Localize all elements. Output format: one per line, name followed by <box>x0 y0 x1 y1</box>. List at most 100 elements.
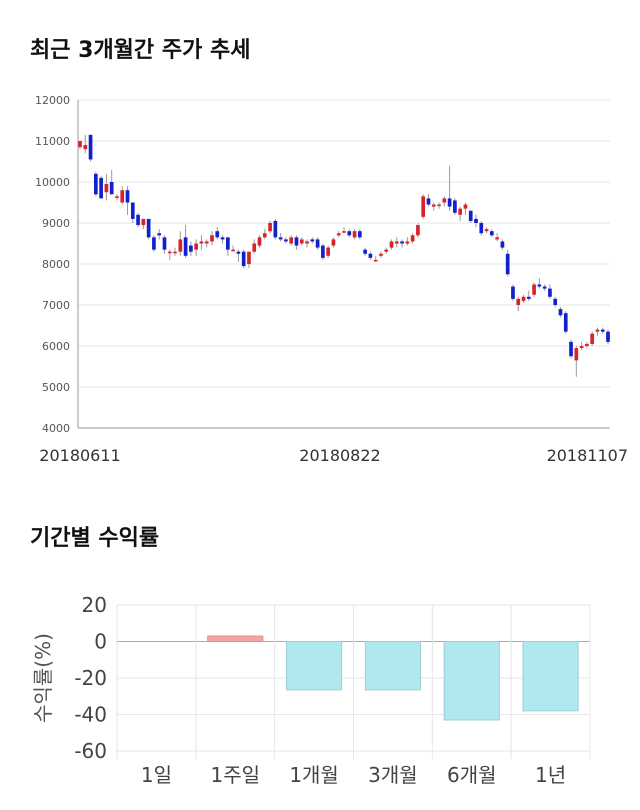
candle-body <box>252 243 257 252</box>
candle-body <box>373 259 378 262</box>
candle-body <box>189 245 193 252</box>
candle-body <box>273 220 278 238</box>
candle-body <box>474 218 478 223</box>
candle-body <box>178 239 183 252</box>
candle-body <box>410 235 415 242</box>
candle-body <box>262 233 267 238</box>
y-tick-label: 6000 <box>42 340 70 353</box>
candle-body <box>342 231 346 233</box>
price-trend-heading: 최근 3개월간 주가 추세 <box>30 38 251 63</box>
candle-body <box>141 218 146 226</box>
y-tick-label: 4000 <box>42 422 70 435</box>
candle-body <box>199 241 204 244</box>
x-tick-label: 1년 <box>535 763 566 787</box>
candle-body <box>585 343 589 346</box>
candle-body <box>278 237 283 240</box>
candle-body <box>606 331 610 342</box>
candle-body <box>489 231 494 236</box>
y-tick-label: 20 <box>82 593 107 617</box>
x-tick-label: 1일 <box>141 763 172 787</box>
candle-body <box>357 231 362 238</box>
candle-body <box>468 210 473 221</box>
candle-body <box>537 284 542 287</box>
candle-body <box>167 251 172 254</box>
candle-body <box>463 204 468 209</box>
return-bar <box>207 635 264 643</box>
candle-body <box>595 329 600 332</box>
candle-body <box>511 286 515 299</box>
candle-body <box>574 348 579 361</box>
candlestick-chart: 12000 11000 10000 9000 8000 7000 6000 5000 4000 2… <box>35 94 628 465</box>
y-tick-label: 10000 <box>35 176 70 189</box>
candle-body <box>553 298 558 305</box>
y-axis-label: 수익률(%) <box>31 633 55 723</box>
candle-body <box>152 237 156 250</box>
candle-body <box>495 237 499 240</box>
candle-body <box>500 241 505 248</box>
y-tick-label: 0 <box>94 630 107 654</box>
candle-body <box>173 251 177 254</box>
candle-body <box>115 196 119 198</box>
candle-body <box>305 241 309 244</box>
candle-body <box>109 182 114 195</box>
y-tick-label: 11000 <box>35 135 70 148</box>
x-tick-label: 20180822 <box>299 446 380 465</box>
candle-body <box>416 225 420 236</box>
x-tick-label: 20181107 <box>547 446 628 465</box>
candle-body <box>321 245 325 258</box>
x-tick-label: 20180611 <box>39 446 120 465</box>
candle-body <box>458 208 463 215</box>
return-bar <box>364 641 422 691</box>
candle-body <box>542 286 547 289</box>
candle-body <box>368 253 373 258</box>
y-tick-label: -60 <box>74 739 107 763</box>
candle-body <box>299 239 304 244</box>
candle-body <box>83 145 88 150</box>
x-tick-label: 3개월 <box>368 763 418 787</box>
candle-body <box>247 251 251 264</box>
y-tick-label: 9000 <box>42 217 70 230</box>
candle-body <box>394 241 399 244</box>
candle-body <box>204 241 209 244</box>
candle-body <box>352 231 357 238</box>
x-tick-label: 1주일 <box>210 763 260 787</box>
candle-body <box>405 241 410 244</box>
candle-body <box>130 202 135 219</box>
candle-body <box>88 134 93 160</box>
return-bar <box>522 641 579 712</box>
candle-body <box>99 177 103 199</box>
candle-body <box>447 198 452 207</box>
candle-body <box>284 239 288 242</box>
candle-body <box>548 288 552 297</box>
candle-body <box>437 204 441 207</box>
candle-body <box>315 239 320 248</box>
candle-body <box>162 237 167 250</box>
candle-body <box>336 233 341 236</box>
candle-body <box>347 231 352 236</box>
period-returns-heading: 기간별 수익률 <box>30 526 160 551</box>
candle-body <box>563 313 568 332</box>
candle-body <box>194 243 199 250</box>
candle-body <box>579 346 584 349</box>
candle-body <box>215 231 220 238</box>
x-tick-label: 6개월 <box>447 763 497 787</box>
candle-body <box>225 237 230 250</box>
candle-body <box>157 233 162 236</box>
y-tick-label: -20 <box>74 666 107 690</box>
candle-body <box>104 184 109 193</box>
y-tick-label: 5000 <box>42 381 70 394</box>
y-tick-label: -40 <box>74 703 107 727</box>
candle-body <box>526 296 531 299</box>
candle-body <box>183 237 188 256</box>
candle-body <box>484 229 489 232</box>
candle-body <box>289 237 294 244</box>
candle-body <box>93 173 98 195</box>
candle-body <box>521 296 526 301</box>
candle-body <box>120 190 125 203</box>
candle-body <box>136 214 140 226</box>
candle-body <box>453 200 457 213</box>
candle-body <box>78 141 82 148</box>
candle-body <box>516 298 521 305</box>
candle-body <box>326 247 331 256</box>
